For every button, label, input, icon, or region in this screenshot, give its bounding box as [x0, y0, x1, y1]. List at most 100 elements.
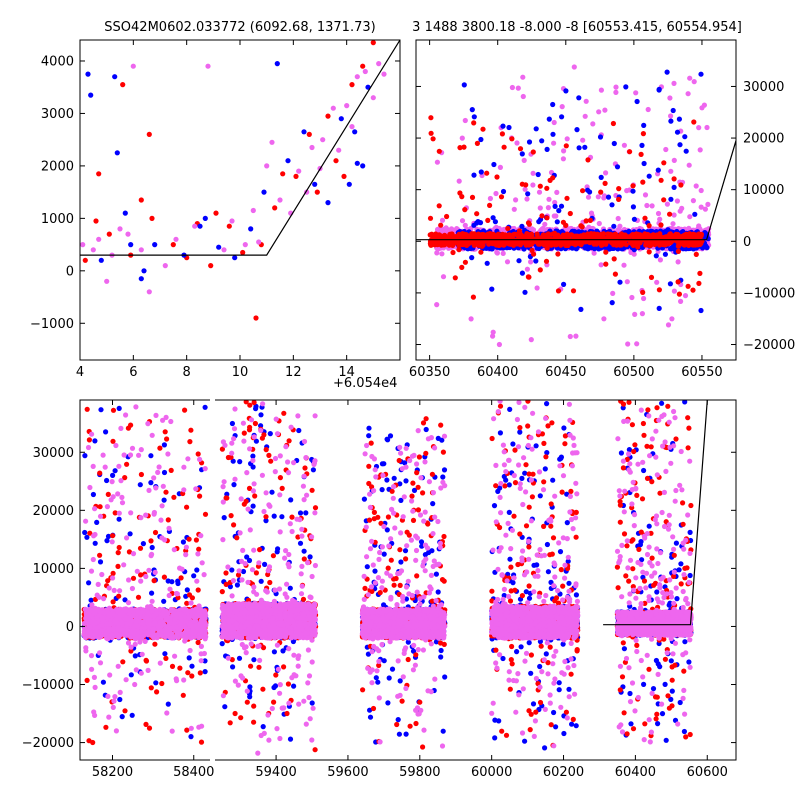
point-red: [202, 511, 209, 517]
point-blue: [161, 442, 167, 448]
point-violet: [354, 74, 360, 80]
point-violet: [534, 285, 540, 291]
bottom-panel: 58200 58400 59400 59600 59800 60000 60200 60400…: [22, 398, 737, 780]
point-blue: [639, 142, 645, 148]
point-red: [603, 239, 610, 245]
point-violet: [250, 207, 256, 214]
point-red: [567, 210, 573, 217]
point-blue: [188, 734, 194, 740]
point-violet: [602, 107, 608, 113]
point-blue: [119, 714, 125, 720]
point-red: [103, 724, 109, 730]
point-blue: [506, 124, 512, 131]
point-blue: [202, 658, 208, 664]
point-blue: [609, 202, 615, 208]
point-red: [505, 225, 511, 232]
point-blue: [338, 116, 344, 122]
point-violet: [362, 68, 368, 75]
point-red: [213, 210, 219, 216]
point-red: [110, 407, 117, 413]
point-violet: [138, 247, 144, 253]
point-violet: [520, 93, 526, 100]
point-red: [640, 289, 646, 295]
point-red: [137, 545, 144, 551]
point-violet: [624, 279, 630, 285]
point-violet: [639, 311, 646, 317]
point-blue: [88, 597, 94, 603]
point-red: [165, 517, 171, 523]
point-red: [657, 239, 663, 245]
point-violet: [434, 250, 440, 256]
point-violet: [110, 575, 116, 581]
point-blue: [128, 672, 134, 678]
point-red: [692, 232, 699, 238]
point-blue: [100, 679, 106, 685]
point-red: [648, 274, 655, 280]
point-blue: [461, 82, 467, 88]
point-blue: [94, 519, 100, 526]
point-red: [152, 641, 158, 647]
point-red: [506, 241, 512, 247]
point-violet: [641, 295, 647, 302]
point-violet: [117, 588, 123, 594]
point-red: [518, 232, 525, 238]
point-violet: [376, 61, 382, 67]
point-blue: [169, 579, 175, 585]
point-red: [603, 261, 609, 267]
point-violet: [678, 298, 684, 304]
point-violet: [462, 117, 468, 124]
x-tick-label: 60450: [545, 365, 586, 380]
point-red: [429, 231, 435, 237]
point-blue: [85, 71, 91, 77]
top-right-axes-frame: [415, 39, 737, 361]
point-blue: [477, 220, 484, 226]
point-violet: [511, 206, 517, 212]
point-red: [198, 739, 205, 745]
point-blue: [533, 258, 539, 264]
point-red: [157, 445, 163, 451]
point-blue: [248, 226, 254, 232]
point-blue: [92, 540, 98, 546]
point-blue: [354, 160, 360, 166]
point-red: [428, 130, 434, 136]
point-red: [306, 131, 312, 137]
x-tick-label: 60550: [681, 365, 722, 380]
point-red: [487, 202, 493, 208]
point-blue: [261, 189, 267, 195]
point-red: [646, 223, 652, 229]
point-violet: [193, 486, 199, 492]
point-violet: [699, 105, 705, 111]
point-red: [697, 234, 703, 240]
point-red: [188, 427, 194, 433]
point-violet: [530, 182, 536, 188]
point-red: [128, 648, 134, 654]
point-red: [555, 288, 562, 294]
point-red: [110, 438, 116, 444]
point-blue: [500, 123, 506, 129]
point-violet: [665, 322, 672, 328]
point-violet: [583, 98, 589, 104]
point-blue: [117, 696, 123, 703]
point-blue: [521, 246, 527, 252]
point-blue: [667, 281, 674, 287]
point-blue: [232, 255, 238, 261]
point-red: [497, 240, 503, 246]
point-red: [478, 249, 484, 255]
point-blue: [698, 307, 704, 314]
point-violet: [97, 650, 103, 656]
point-red: [549, 231, 556, 237]
point-red: [572, 233, 579, 239]
point-violet: [153, 412, 159, 418]
point-violet: [585, 194, 592, 200]
point-red: [115, 550, 121, 556]
point-blue: [576, 145, 582, 151]
point-blue: [656, 305, 662, 311]
point-red: [676, 291, 683, 297]
point-red: [484, 170, 490, 176]
point-blue: [202, 215, 208, 221]
point-red: [456, 247, 462, 253]
point-blue: [360, 163, 366, 169]
point-red: [184, 727, 190, 733]
point-violet: [90, 247, 96, 253]
